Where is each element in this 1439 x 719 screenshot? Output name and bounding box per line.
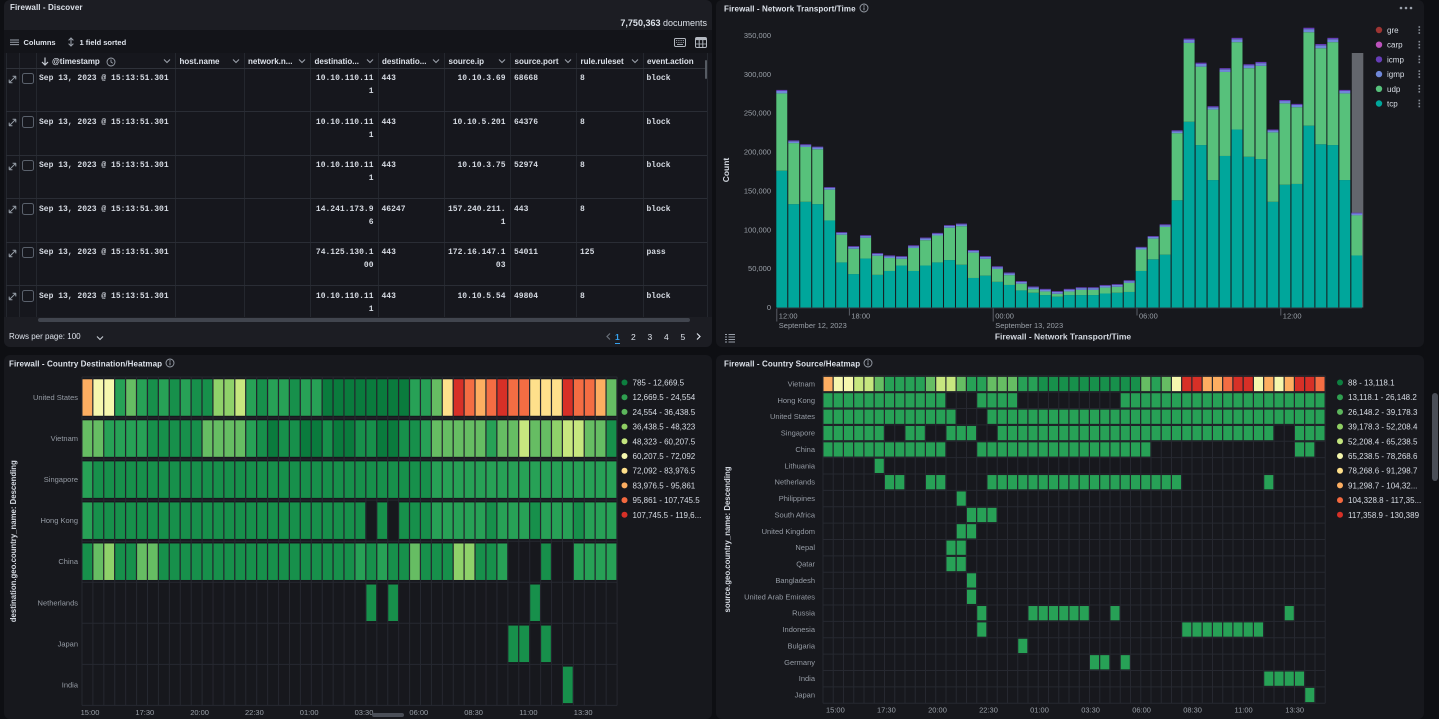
- svg-text:88 - 13,118.1: 88 - 13,118.1: [1348, 379, 1395, 388]
- svg-text:91,298.7 - 104,32...: 91,298.7 - 104,32...: [1348, 481, 1417, 490]
- svg-text:15:00: 15:00: [826, 706, 845, 715]
- svg-text:36,438.5 - 48,323: 36,438.5 - 48,323: [633, 423, 696, 432]
- svg-text:United States: United States: [33, 393, 78, 402]
- svg-text:source.geo.country_name: Desce: source.geo.country_name: Descending: [723, 466, 732, 612]
- svg-text:65,238.5 - 78,268.6: 65,238.5 - 78,268.6: [1348, 452, 1418, 461]
- svg-text:Netherlands: Netherlands: [775, 478, 816, 487]
- svg-text:Singapore: Singapore: [781, 429, 815, 438]
- svg-text:00:00: 00:00: [995, 312, 1014, 321]
- svg-text:06:00: 06:00: [409, 708, 428, 717]
- svg-text:01:00: 01:00: [1030, 706, 1049, 715]
- svg-text:06:00: 06:00: [1132, 706, 1151, 715]
- svg-text:01:00: 01:00: [300, 708, 319, 717]
- svg-text:03:30: 03:30: [1081, 706, 1100, 715]
- svg-text:United Arab Emirates: United Arab Emirates: [744, 592, 815, 601]
- svg-text:104,328.8 - 117,35...: 104,328.8 - 117,35...: [1348, 496, 1421, 505]
- svg-text:08:30: 08:30: [464, 708, 483, 717]
- svg-text:17:30: 17:30: [877, 706, 896, 715]
- svg-text:United Kingdom: United Kingdom: [762, 527, 815, 536]
- svg-text:Vietnam: Vietnam: [51, 434, 78, 443]
- svg-text:26,148.2 - 39,178.3: 26,148.2 - 39,178.3: [1348, 408, 1418, 417]
- svg-text:Hong Kong: Hong Kong: [40, 516, 78, 525]
- svg-text:12,669.5 - 24,554: 12,669.5 - 24,554: [633, 393, 696, 402]
- svg-text:Bulgaria: Bulgaria: [787, 641, 815, 650]
- svg-text:igmp: igmp: [1387, 70, 1405, 79]
- svg-text:11:00: 11:00: [1234, 706, 1252, 715]
- svg-text:350,000: 350,000: [744, 31, 771, 40]
- svg-text:Russia: Russia: [792, 609, 816, 618]
- svg-text:12:00: 12:00: [1283, 312, 1302, 321]
- svg-text:Qatar: Qatar: [796, 560, 815, 569]
- svg-text:15:00: 15:00: [81, 708, 100, 717]
- svg-text:13,118.1 - 26,148.2: 13,118.1 - 26,148.2: [1348, 393, 1417, 402]
- svg-text:72,092 - 83,976.5: 72,092 - 83,976.5: [633, 467, 696, 476]
- svg-text:22:30: 22:30: [245, 708, 264, 717]
- svg-text:Singapore: Singapore: [44, 475, 78, 484]
- svg-text:Bangladesh: Bangladesh: [775, 576, 815, 585]
- svg-text:48,323 - 60,207.5: 48,323 - 60,207.5: [633, 437, 696, 446]
- svg-text:Japan: Japan: [58, 639, 78, 648]
- svg-text:Hong Kong: Hong Kong: [777, 396, 815, 405]
- svg-text:tcp: tcp: [1387, 100, 1398, 109]
- svg-text:60,207.5 - 72,092: 60,207.5 - 72,092: [633, 452, 696, 461]
- svg-text:20:00: 20:00: [928, 706, 947, 715]
- svg-text:150,000: 150,000: [744, 186, 771, 195]
- svg-text:India: India: [62, 680, 79, 689]
- svg-text:Lithuania: Lithuania: [785, 461, 816, 470]
- svg-text:12:00: 12:00: [779, 312, 798, 321]
- svg-text:83,976.5 - 95,861: 83,976.5 - 95,861: [633, 481, 696, 490]
- svg-text:95,861 - 107,745.5: 95,861 - 107,745.5: [633, 496, 701, 505]
- svg-text:24,554 - 36,438.5: 24,554 - 36,438.5: [633, 408, 696, 417]
- svg-text:China: China: [795, 445, 815, 454]
- svg-text:Japan: Japan: [795, 691, 815, 700]
- svg-text:Nepal: Nepal: [795, 543, 815, 552]
- svg-text:50,000: 50,000: [748, 264, 771, 273]
- svg-text:100,000: 100,000: [744, 225, 771, 234]
- svg-text:08:30: 08:30: [1183, 706, 1202, 715]
- svg-text:Netherlands: Netherlands: [38, 598, 79, 607]
- svg-text:September 13, 2023: September 13, 2023: [995, 321, 1063, 330]
- svg-text:South Africa: South Africa: [775, 510, 816, 519]
- svg-text:icmp: icmp: [1387, 55, 1404, 64]
- svg-text:22:30: 22:30: [979, 706, 998, 715]
- svg-text:03:30: 03:30: [355, 708, 374, 717]
- svg-text:United States: United States: [770, 412, 815, 421]
- svg-text:250,000: 250,000: [744, 109, 771, 118]
- svg-text:13:30: 13:30: [574, 708, 593, 717]
- svg-text:Firewall - Network Transport/T: Firewall - Network Transport/Time: [995, 332, 1132, 342]
- svg-text:Count: Count: [721, 158, 731, 183]
- svg-text:Indonesia: Indonesia: [782, 625, 815, 634]
- svg-text:20:00: 20:00: [190, 708, 209, 717]
- svg-text:udp: udp: [1387, 85, 1401, 94]
- svg-text:China: China: [58, 557, 78, 566]
- svg-text:52,208.4 - 65,238.5: 52,208.4 - 65,238.5: [1348, 437, 1418, 446]
- svg-text:39,178.3 - 52,208.4: 39,178.3 - 52,208.4: [1348, 423, 1418, 432]
- svg-text:78,268.6 - 91,298.7: 78,268.6 - 91,298.7: [1348, 467, 1418, 476]
- svg-text:gre: gre: [1387, 26, 1399, 35]
- svg-text:0: 0: [767, 303, 771, 312]
- svg-text:785 - 12,669.5: 785 - 12,669.5: [633, 379, 685, 388]
- svg-text:Germany: Germany: [784, 658, 815, 667]
- svg-text:destination.geo.country_name:: destination.geo.country_name: Descending: [9, 460, 18, 622]
- svg-text:18:00: 18:00: [851, 312, 870, 321]
- svg-text:September 12, 2023: September 12, 2023: [779, 321, 847, 330]
- svg-text:17:30: 17:30: [135, 708, 154, 717]
- svg-text:13:30: 13:30: [1285, 706, 1304, 715]
- svg-text:carp: carp: [1387, 41, 1403, 50]
- svg-text:06:00: 06:00: [1139, 312, 1158, 321]
- svg-text:India: India: [799, 674, 816, 683]
- svg-text:Vietnam: Vietnam: [788, 380, 815, 389]
- svg-text:11:00: 11:00: [519, 708, 537, 717]
- svg-text:300,000: 300,000: [744, 70, 771, 79]
- svg-text:107,745.5 - 119,6...: 107,745.5 - 119,6...: [633, 511, 702, 520]
- svg-text:117,358.9 - 130,389: 117,358.9 - 130,389: [1348, 511, 1420, 520]
- svg-text:200,000: 200,000: [744, 148, 771, 157]
- svg-text:Philippines: Philippines: [779, 494, 816, 503]
